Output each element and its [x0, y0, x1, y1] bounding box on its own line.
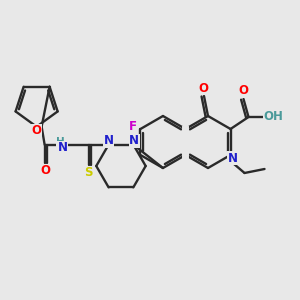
- Text: N: N: [58, 141, 68, 154]
- Text: O: O: [32, 124, 42, 137]
- Text: O: O: [40, 164, 51, 177]
- Text: OH: OH: [264, 110, 284, 124]
- Text: O: O: [238, 85, 248, 98]
- Text: N: N: [103, 134, 114, 147]
- Text: O: O: [198, 82, 208, 94]
- Text: N: N: [227, 152, 238, 164]
- Text: H: H: [56, 136, 65, 147]
- Text: N: N: [129, 134, 139, 147]
- Text: S: S: [84, 166, 93, 179]
- Text: F: F: [128, 119, 136, 133]
